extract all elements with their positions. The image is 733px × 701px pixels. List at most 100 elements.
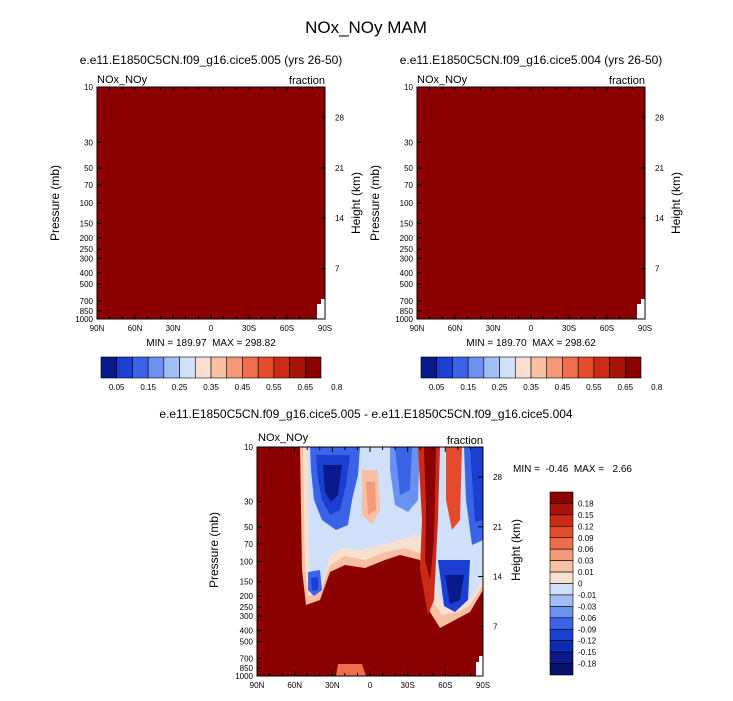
panel-3-contour-dark-blue-low-left — [311, 577, 318, 591]
panel-1-title: e.e11.E1850C5CN.f09_g16.cice5.005 (yrs 2… — [80, 53, 343, 67]
x-tick-label: 90S — [476, 681, 490, 690]
x-tick-label: 60N — [128, 324, 143, 333]
colorbar-swatch — [452, 356, 469, 379]
y-tick-label: 400 — [240, 626, 254, 635]
colorbar-swatch — [546, 356, 563, 379]
panel-2-x-ticks: 90N 60N 30N 0 30S 60S 90S — [410, 87, 652, 333]
y-tick-label: 300 — [240, 612, 254, 621]
colorbar-swatch — [530, 356, 548, 379]
x-tick-label: 60N — [287, 681, 302, 690]
y-tick-label: 700 — [240, 654, 254, 663]
colorbar-swatch — [577, 356, 595, 379]
y-tick-label: 200 — [400, 234, 414, 243]
colorbar-label: 0.15 — [578, 511, 594, 520]
x-tick-label: 60S — [600, 324, 614, 333]
y-tick-label: 30 — [244, 498, 253, 507]
panel-3-contour-deep-blue-left — [323, 465, 342, 502]
colorbar-label: 0.18 — [578, 499, 594, 508]
colorbar-swatch — [132, 356, 149, 379]
colorbar-label: 0.8 — [651, 383, 663, 392]
colorbar-label: 0.8 — [331, 383, 343, 392]
y-tick-label-right: 28 — [655, 113, 664, 122]
panel-2-y-axis-label: Pressure (mb) — [368, 165, 382, 241]
panel-1: e.e11.E1850C5CN.f09_g16.cice5.005 (yrs 2… — [48, 53, 363, 392]
y-tick-label: 200 — [80, 234, 94, 243]
panel-3-contour-dark-red-column — [424, 447, 436, 580]
colorbar-swatch — [549, 640, 574, 653]
panel-1-field — [97, 87, 325, 319]
colorbar-swatch — [147, 356, 165, 379]
colorbar-swatch — [549, 503, 574, 516]
panel-1-y-axis-label: Pressure (mb) — [48, 165, 62, 241]
panel-3-units-label: fraction — [447, 435, 483, 447]
colorbar-label: -0.12 — [578, 637, 597, 646]
y-tick-label-right: 14 — [655, 214, 664, 223]
y-tick-label: 1000 — [235, 672, 253, 681]
colorbar-swatch — [549, 571, 574, 584]
y-tick-label: 150 — [400, 219, 414, 228]
colorbar-swatch — [549, 617, 574, 630]
y-tick-label: 300 — [80, 254, 94, 263]
panel-3-contour-deep-blue-low-right — [445, 575, 464, 604]
x-tick-label: 60S — [280, 324, 294, 333]
panel-2: e.e11.E1850C5CN.f09_g16.cice5.004 (yrs 2… — [368, 53, 683, 392]
panel-3: e.e11.E1850C5CN.f09_g16.cice5.005 - e.e1… — [159, 407, 632, 690]
colorbar-swatch — [194, 356, 212, 379]
colorbar-swatch — [100, 356, 118, 379]
panel-1-x-ticks: 90N 60N 30N 0 30S 60S 90S — [90, 87, 332, 333]
colorbar-label: 0.35 — [523, 383, 539, 392]
y-tick-label-right: 21 — [493, 523, 502, 532]
y-tick-label: 700 — [400, 297, 414, 306]
y-tick-label: 70 — [404, 181, 413, 190]
y-tick-label-right: 28 — [493, 473, 502, 482]
y-tick-label: 400 — [400, 269, 414, 278]
colorbar-swatch — [549, 583, 574, 596]
colorbar-label: -0.06 — [578, 614, 597, 623]
y-tick-label: 70 — [84, 181, 93, 190]
x-tick-label: 0 — [209, 324, 214, 333]
colorbar-swatch — [549, 537, 574, 550]
panel-1-variable-label: NOx_NOy — [97, 74, 148, 86]
colorbar-swatch — [549, 594, 574, 607]
colorbar-label: 0 — [578, 580, 583, 589]
y-tick-label-right: 14 — [335, 214, 344, 223]
panel-3-colorbar: 0.18 0.15 0.12 0.09 0.06 0.03 0.01 0 -0.01 -0.03 -… — [549, 491, 597, 676]
panel-3-contour-red-right — [446, 447, 462, 530]
colorbar-swatch — [499, 356, 516, 379]
panel-1-y-axis-label-right: Height (km) — [349, 172, 363, 234]
panel-3-variable-label: NOx_NOy — [258, 432, 309, 444]
colorbar-label: 0.25 — [492, 383, 508, 392]
panel-3-contour-dark-blue-right — [470, 447, 483, 522]
colorbar-label: 0.25 — [172, 383, 188, 392]
x-tick-label: 30N — [486, 324, 501, 333]
y-tick-label: 50 — [404, 164, 413, 173]
panel-2-units-label: fraction — [609, 75, 645, 87]
colorbar-label: 0.05 — [109, 383, 125, 392]
colorbar-swatch — [304, 356, 322, 379]
y-tick-label: 10 — [244, 443, 253, 452]
y-tick-label: 500 — [400, 280, 414, 289]
colorbar-swatch — [514, 356, 532, 379]
y-tick-label-right: 7 — [493, 622, 498, 631]
panel-2-topography — [637, 299, 645, 319]
y-tick-label: 50 — [244, 523, 253, 532]
colorbar-swatch — [549, 606, 574, 619]
panel-3-y-axis-label-right: Height (km) — [509, 519, 523, 581]
panel-1-colorbar: 0.05 0.15 0.25 0.35 0.45 0.55 0.65 0.8 — [100, 356, 343, 392]
colorbar-label: 0.15 — [140, 383, 156, 392]
colorbar-swatch — [549, 548, 574, 561]
colorbar-swatch — [420, 356, 438, 379]
colorbar-label: 0.65 — [297, 383, 313, 392]
y-tick-label: 850 — [400, 307, 414, 316]
y-tick-label: 100 — [400, 199, 414, 208]
colorbar-swatch — [289, 356, 306, 379]
colorbar-swatch — [226, 356, 243, 379]
y-tick-label: 30 — [84, 138, 93, 147]
panel-3-contour-salmon-center — [366, 482, 376, 515]
colorbar-swatch — [549, 628, 574, 641]
y-tick-label: 10 — [84, 83, 93, 92]
colorbar-label: -0.09 — [578, 625, 597, 634]
colorbar-label: -0.18 — [578, 660, 597, 669]
y-tick-label: 70 — [244, 540, 253, 549]
